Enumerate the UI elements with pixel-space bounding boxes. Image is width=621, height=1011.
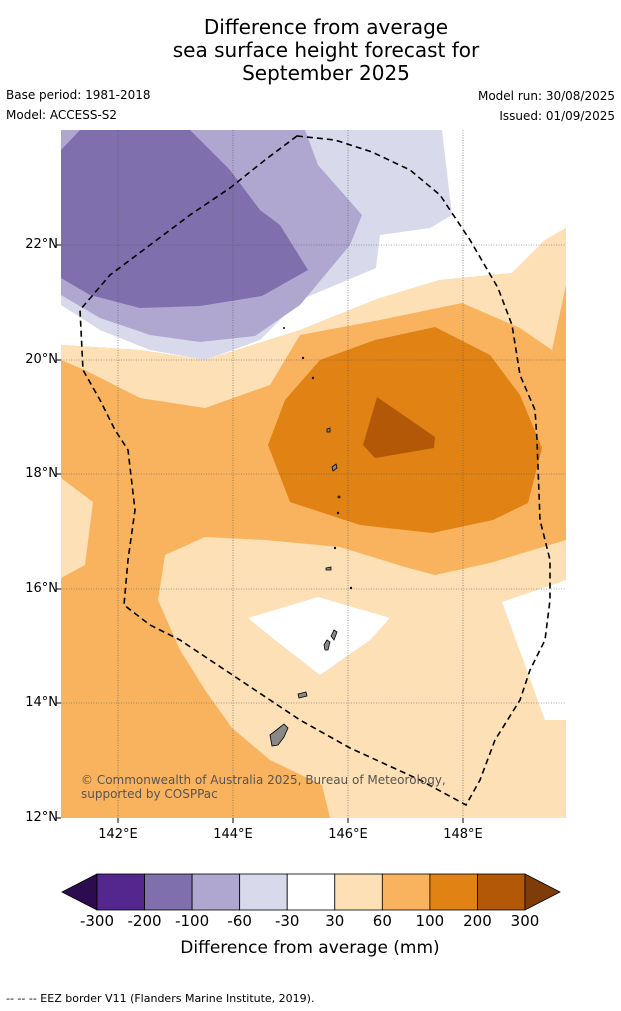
lon-label-148e: 148°E [443, 827, 483, 842]
colorbar-tick: 200 [463, 912, 492, 930]
colorbar-label: Difference from average (mm) [180, 938, 440, 958]
model-run: Model run: 30/08/2025 [477, 89, 615, 103]
colorbar-tick: -30 [274, 912, 300, 930]
island-small-5 [311, 376, 315, 380]
lon-label-142e: 142°E [98, 827, 138, 842]
colorbar-bin [429, 873, 478, 911]
axis-ticks [56, 244, 464, 823]
lat-label-16n: 16°N [25, 581, 58, 596]
lat-label-18n: 18°N [25, 466, 58, 481]
colorbar-bin [144, 873, 193, 911]
fill-neutral-east [502, 580, 566, 720]
colorbar [61, 873, 561, 911]
fill-30-60-lower [158, 537, 566, 818]
copyright-notice: © Commonwealth of Australia 2025, Bureau… [81, 773, 446, 801]
eez-legend: -- -- -- EEZ border V11 (Flanders Marine… [6, 992, 315, 1005]
title-line-3: September 2025 [242, 61, 410, 85]
lat-label-14n: 14°N [25, 695, 58, 710]
island-small-6 [301, 356, 305, 360]
lat-label-12n: 12°N [25, 810, 58, 825]
fill-minus-100-200 [61, 130, 308, 308]
island-small-4 [349, 586, 353, 590]
colorbar-tick: 60 [372, 912, 392, 930]
issued-date: Issued: 01/09/2025 [499, 109, 615, 123]
colorbar-bin [477, 873, 526, 911]
lon-label-144e: 144°E [213, 827, 253, 842]
island-small-2 [336, 511, 340, 515]
colorbar-extend-low [61, 873, 98, 911]
gridlines [61, 130, 566, 818]
island-rota [297, 691, 308, 699]
fill-30-60-upper [61, 228, 566, 408]
colorbar-tick: 100 [415, 912, 445, 930]
colorbar-extend-high [524, 873, 561, 911]
colorbar-tick: -200 [127, 912, 162, 930]
fill-neutral-lower [248, 597, 390, 675]
map-title: Difference from average sea surface heig… [0, 16, 621, 85]
lat-label-22n: 22°N [25, 237, 58, 252]
colorbar-bin [381, 873, 431, 911]
island-saipan [330, 629, 338, 641]
colorbar-bin [334, 873, 383, 911]
colorbar-bin [286, 873, 336, 911]
fill-30-60-west [61, 478, 93, 578]
island-small-3 [333, 546, 337, 550]
colorbar-bin [96, 873, 145, 911]
island-anatahan [325, 566, 332, 571]
colorbar-bin [191, 873, 241, 911]
colorbar-tick: -300 [79, 912, 115, 930]
lat-label-20n: 20°N [25, 352, 58, 367]
island-tinian [323, 639, 331, 651]
colorbar-tick: -100 [175, 912, 210, 930]
model-name: Model: ACCESS-S2 [6, 108, 118, 122]
island-guam [269, 723, 289, 747]
island-agrihan [326, 427, 331, 433]
island-pagan [331, 463, 338, 472]
colorbar-bin [239, 873, 288, 911]
colorbar-tick: 300 [510, 912, 540, 930]
base-period: Base period: 1981-2018 [6, 88, 151, 102]
contour-fills [61, 130, 566, 818]
island-small-7 [282, 326, 285, 329]
fill-200-300 [363, 397, 435, 458]
island-small-1 [337, 495, 341, 499]
title-line-2: sea surface height forecast for [172, 38, 480, 62]
colorbar-tick: 30 [325, 912, 345, 930]
colorbar-tick: -60 [227, 912, 252, 930]
title-line-1: Difference from average [203, 15, 449, 39]
lon-label-146e: 146°E [328, 827, 368, 842]
islands [269, 326, 353, 747]
